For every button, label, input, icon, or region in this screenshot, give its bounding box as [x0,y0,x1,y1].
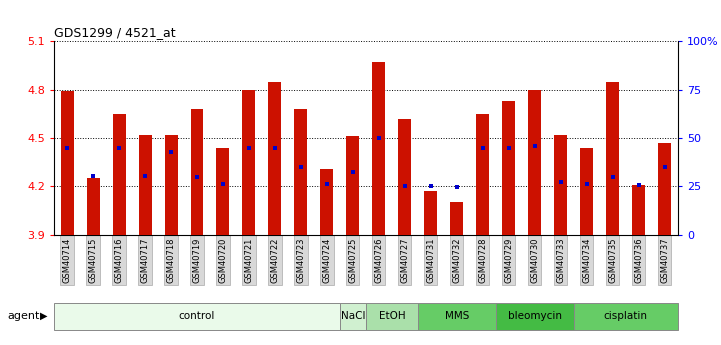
Bar [528,90,541,235]
Bar [138,135,151,235]
Text: MMS: MMS [445,311,469,321]
Bar [216,148,229,235]
Bar [477,114,490,235]
Text: cisplatin: cisplatin [603,311,647,321]
Bar [242,90,255,235]
Bar [554,135,567,235]
Text: ▶: ▶ [40,311,47,321]
Text: bleomycin: bleomycin [508,311,562,321]
Text: GDS1299 / 4521_at: GDS1299 / 4521_at [54,26,176,39]
Text: agent: agent [7,311,40,321]
Bar [574,304,678,330]
Bar [346,136,359,235]
Bar [580,148,593,235]
Bar [112,114,125,235]
Bar [54,304,340,330]
Bar [399,119,412,235]
Bar [451,203,464,235]
Bar [294,109,307,235]
Text: EtOH: EtOH [379,311,405,321]
Bar [340,304,366,330]
Text: control: control [179,311,215,321]
Bar [268,82,281,235]
Bar [87,178,99,235]
Bar [190,109,203,235]
Bar [503,101,516,235]
Bar [320,169,333,235]
Bar [632,185,645,235]
Bar [164,135,177,235]
Bar [496,304,574,330]
Bar [418,304,496,330]
Bar [658,143,671,235]
Bar [373,62,386,235]
Bar [606,82,619,235]
Bar [366,304,418,330]
Bar [61,91,74,235]
Bar [425,191,438,235]
Text: NaCl: NaCl [340,311,365,321]
